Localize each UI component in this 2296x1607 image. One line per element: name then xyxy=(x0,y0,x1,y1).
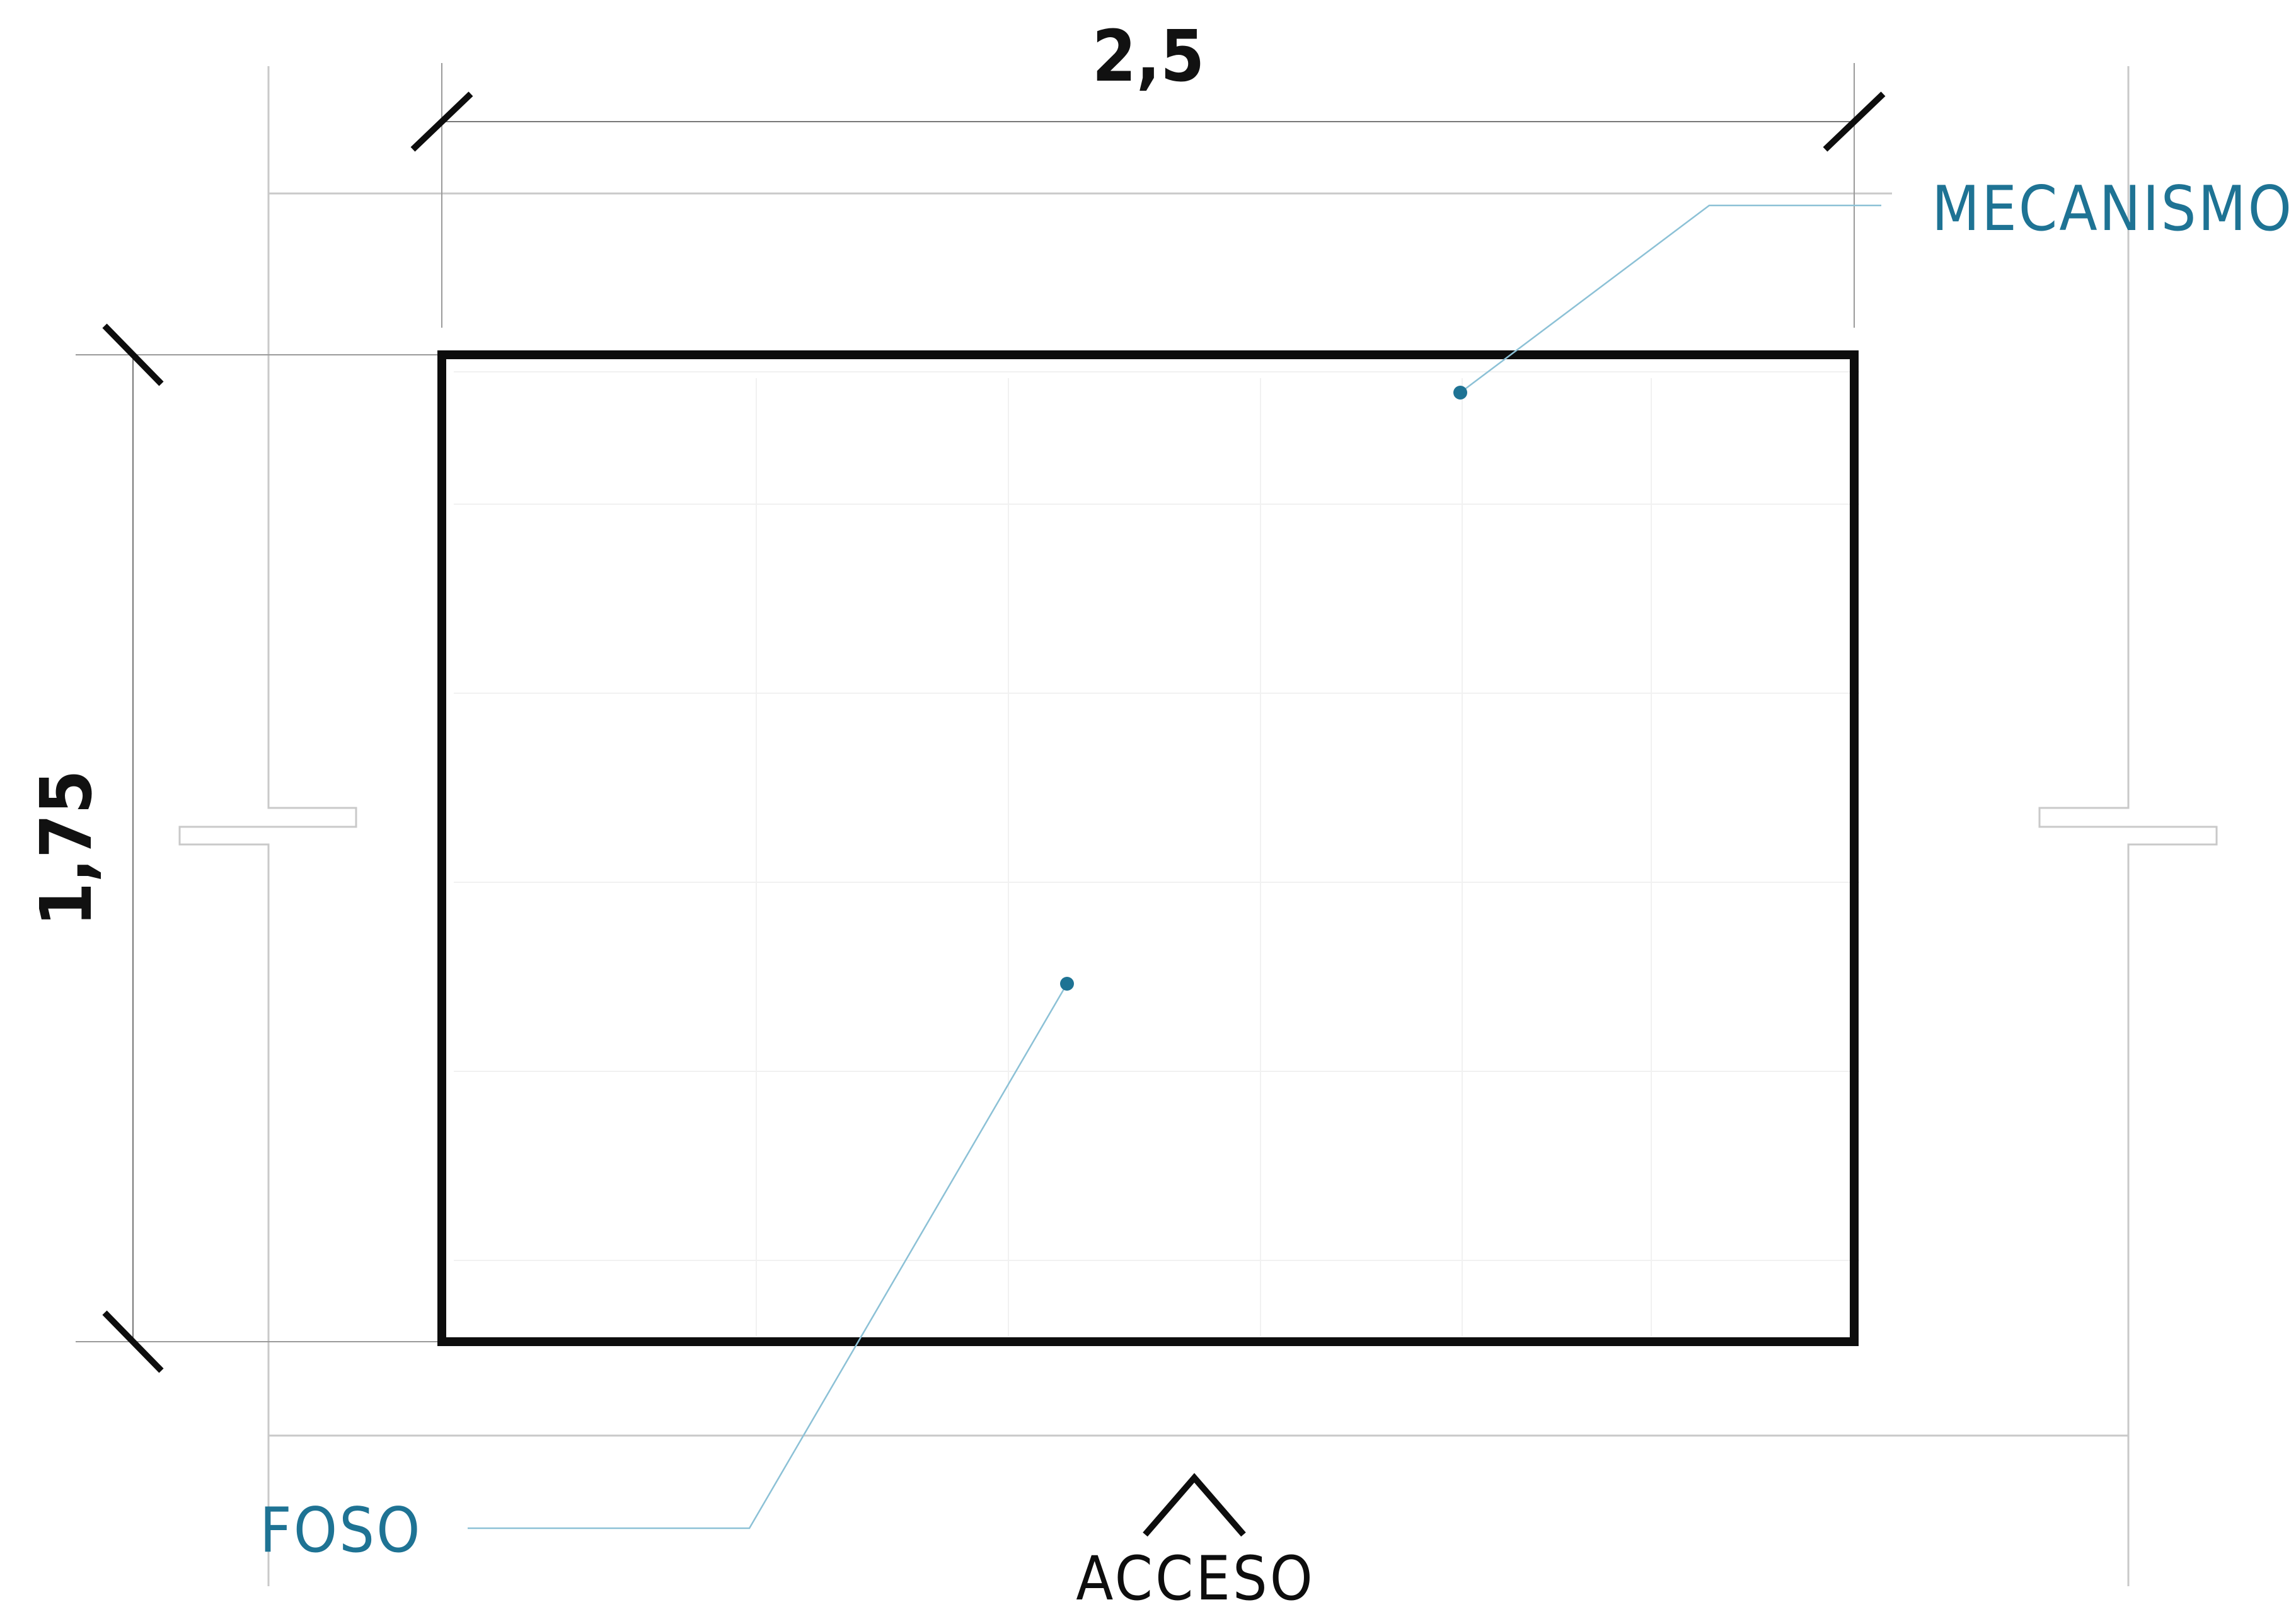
mechanism-callout: MECANISMO xyxy=(1453,173,2293,400)
pit-label: FOSO xyxy=(260,1495,422,1567)
mechanism-anchor-dot xyxy=(1453,386,1467,400)
pit-leader-line xyxy=(468,983,1068,1529)
height-dimension: 1,75 xyxy=(26,323,442,1373)
access-marker: ACCESO xyxy=(1076,1473,1315,1607)
mechanism-label: MECANISMO xyxy=(1932,173,2293,245)
access-label: ACCESO xyxy=(1076,1543,1315,1607)
width-label: 2,5 xyxy=(1092,16,1205,98)
width-dimension: 2,5 xyxy=(410,16,1886,328)
tick-mark-left xyxy=(410,91,473,152)
pit-outline xyxy=(437,350,1859,1346)
mechanism-leader-line xyxy=(1460,204,1881,393)
tick-mark-bottom xyxy=(102,1310,164,1373)
tick-mark-right xyxy=(1823,91,1886,152)
wall-outline xyxy=(178,66,2218,1586)
wall-right xyxy=(2038,66,2218,1586)
pit-anchor-dot xyxy=(1060,977,1074,991)
chevron-up-icon xyxy=(1143,1473,1246,1537)
height-label: 1,75 xyxy=(26,770,108,927)
interior-grid xyxy=(454,371,1859,1336)
wall-left xyxy=(178,66,357,1586)
pit-callout: FOSO xyxy=(260,977,1074,1567)
tick-mark-top xyxy=(102,323,164,386)
